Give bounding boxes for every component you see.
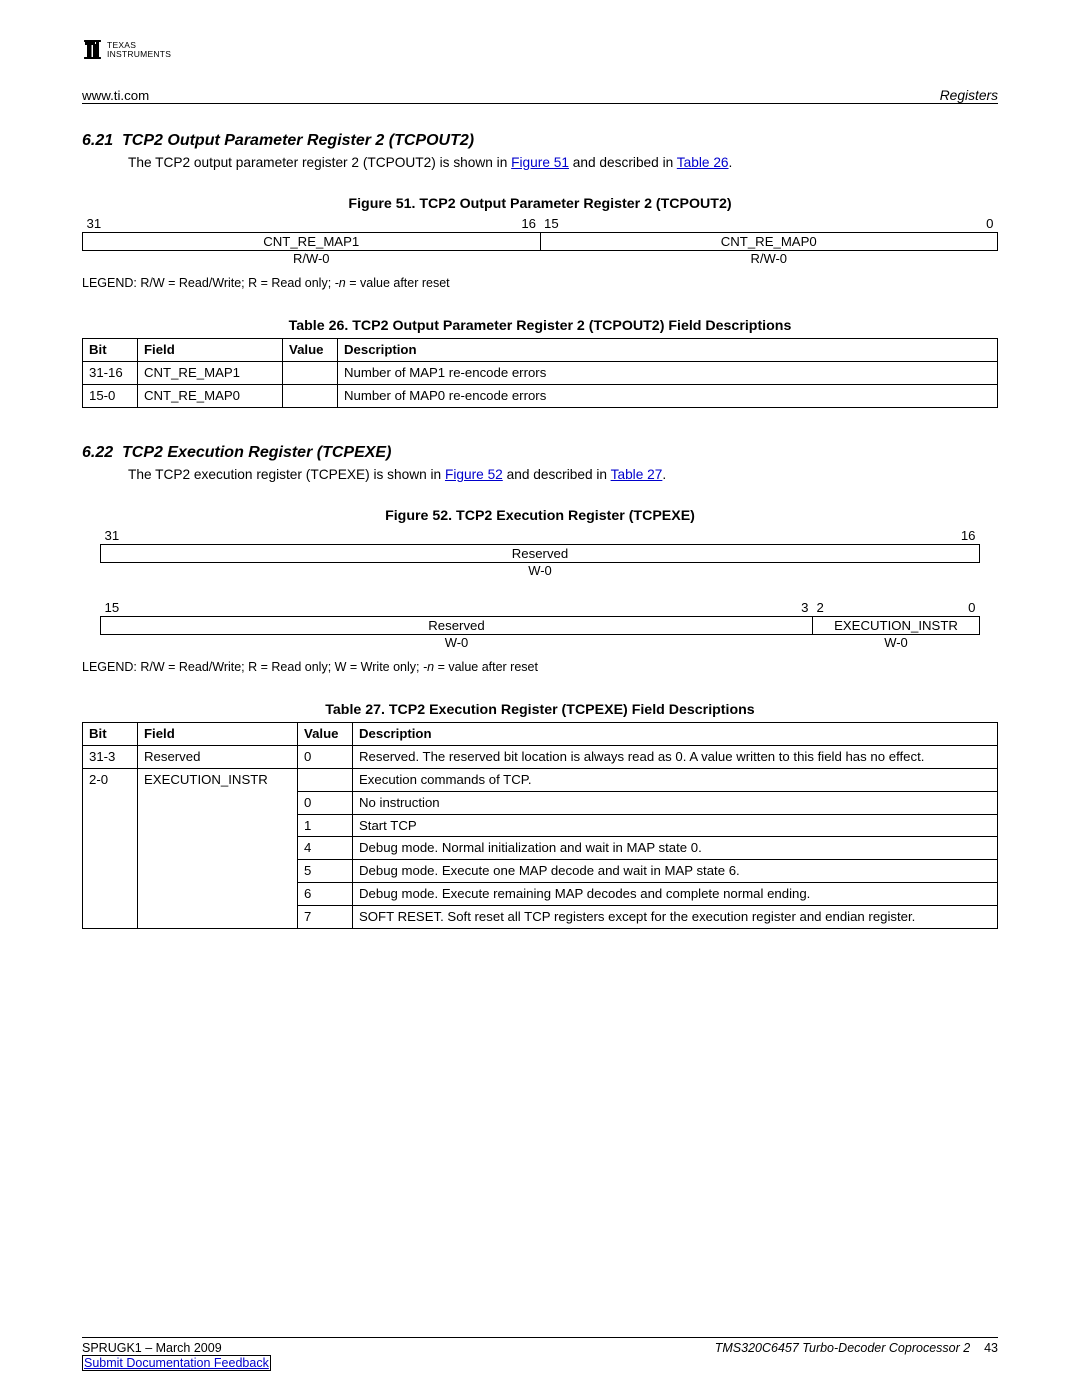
table-row: 1 Start TCP <box>83 814 998 837</box>
header-section: Registers <box>940 88 998 103</box>
table-row: 4 Debug mode. Normal initialization and … <box>83 837 998 860</box>
header-url[interactable]: www.ti.com <box>82 88 149 103</box>
footer-doc-title: TMS320C6457 Turbo-Decoder Coprocessor 2 <box>715 1341 970 1355</box>
figure-52-top: 31 16 Reserved W-0 <box>100 528 980 578</box>
table-26: Bit Field Value Description 31-16 CNT_RE… <box>82 338 998 407</box>
section-621-intro: The TCP2 output parameter register 2 (TC… <box>128 154 998 172</box>
section-622-title: 6.22 TCP2 Execution Register (TCPEXE) <box>82 444 998 462</box>
table-26-caption: Table 26. TCP2 Output Parameter Register… <box>82 318 998 334</box>
submit-feedback-link[interactable]: Submit Documentation Feedback <box>84 1356 269 1370</box>
logo: TEXAS INSTRUMENTS <box>82 34 998 70</box>
table-row: 31-16 CNT_RE_MAP1 Number of MAP1 re-enco… <box>83 362 998 385</box>
table-row: 5 Debug mode. Execute one MAP decode and… <box>83 860 998 883</box>
link-figure-52[interactable]: Figure 52 <box>445 467 503 482</box>
svg-text:INSTRUMENTS: INSTRUMENTS <box>107 49 171 59</box>
figure-51-register: 31 16 15 0 CNT_RE_MAP1 CNT_RE_MAP0 R/W-0… <box>82 216 998 266</box>
table-27-caption: Table 27. TCP2 Execution Register (TCPEX… <box>82 702 998 718</box>
figure-51-legend: LEGEND: R/W = Read/Write; R = Read only;… <box>82 276 998 290</box>
footer: SPRUGK1 – March 2009 TMS320C6457 Turbo-D… <box>82 1337 998 1371</box>
table-row: 2-0 EXECUTION_INSTR Execution commands o… <box>83 769 998 792</box>
table-row: 31-3 Reserved 0 Reserved. The reserved b… <box>83 746 998 769</box>
table-row: 6 Debug mode. Execute remaining MAP deco… <box>83 883 998 906</box>
figure-52-bottom: 15 3 2 0 Reserved EXECUTION_INSTR W-0 W-… <box>100 600 980 650</box>
link-figure-51[interactable]: Figure 51 <box>511 155 569 170</box>
footer-doc-id: SPRUGK1 – March 2009 <box>82 1341 222 1355</box>
svg-text:TEXAS: TEXAS <box>107 40 136 50</box>
section-622-intro: The TCP2 execution register (TCPEXE) is … <box>128 466 998 484</box>
footer-page-number: 43 <box>984 1341 998 1355</box>
table-row: 0 No instruction <box>83 791 998 814</box>
table-row: 7 SOFT RESET. Soft reset all TCP registe… <box>83 905 998 928</box>
link-table-26[interactable]: Table 26 <box>677 155 729 170</box>
link-table-27[interactable]: Table 27 <box>611 467 663 482</box>
figure-51-caption: Figure 51. TCP2 Output Parameter Registe… <box>82 196 998 212</box>
figure-52-caption: Figure 52. TCP2 Execution Register (TCPE… <box>82 508 998 524</box>
table-row: 15-0 CNT_RE_MAP0 Number of MAP0 re-encod… <box>83 385 998 408</box>
figure-52-legend: LEGEND: R/W = Read/Write; R = Read only;… <box>82 660 998 674</box>
table-27: Bit Field Value Description 31-3 Reserve… <box>82 722 998 928</box>
section-621-title: 6.21 TCP2 Output Parameter Register 2 (T… <box>82 132 998 150</box>
